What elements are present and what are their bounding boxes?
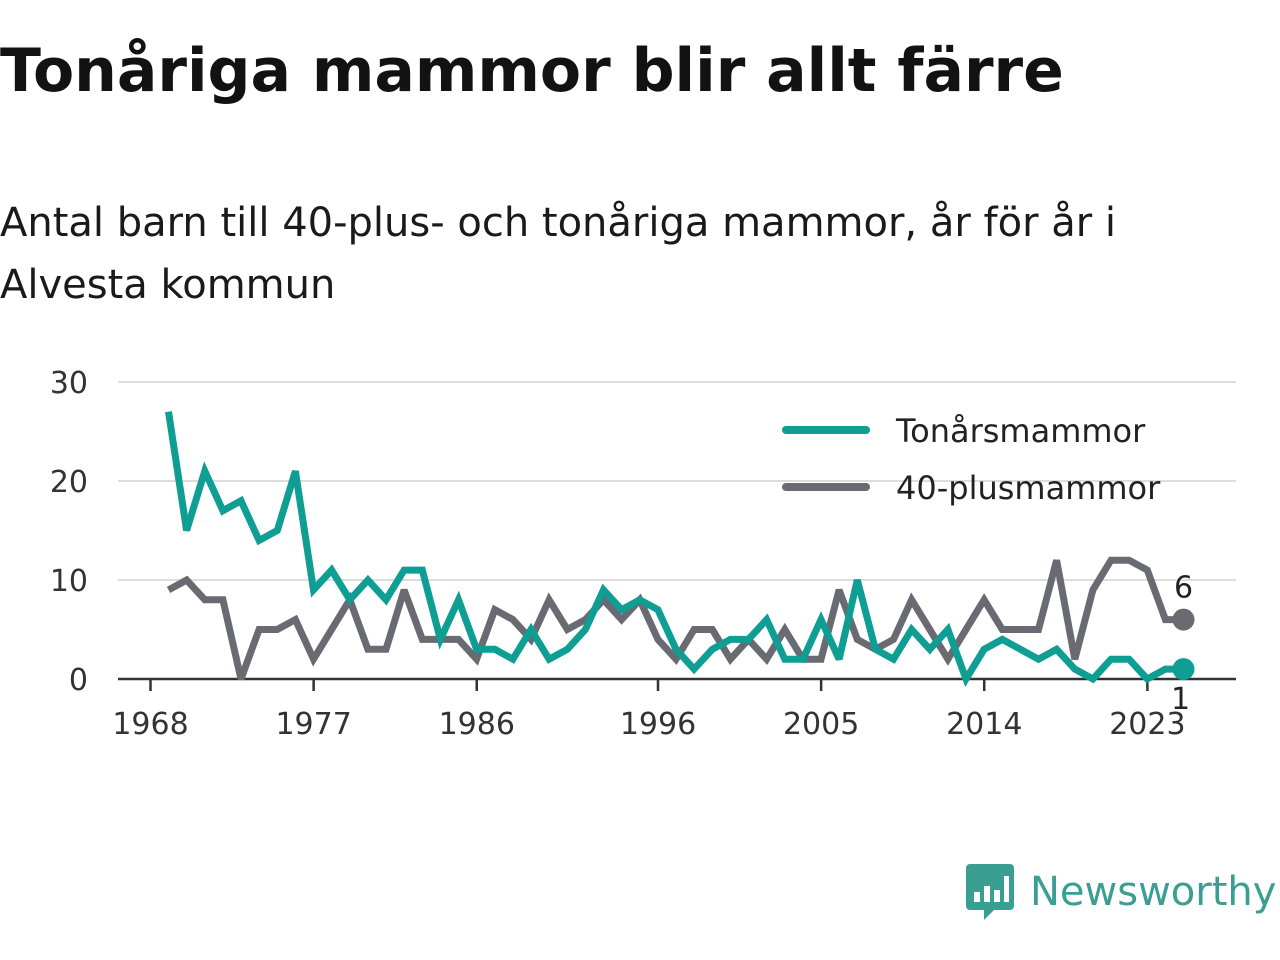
end-label-teen: 1 [1171, 682, 1190, 717]
legend-label-forty: 40-plusmammor [896, 469, 1161, 507]
x-tick-label: 1968 [112, 707, 188, 742]
end-label-forty: 6 [1174, 571, 1193, 606]
x-tick-label: 1986 [439, 707, 515, 742]
x-tick-label: 2023 [1109, 707, 1185, 742]
x-tick-label: 2005 [783, 707, 859, 742]
legend: Tonårsmammor 40-plusmammor [782, 412, 1161, 507]
x-axis-ticks: 1968 1977 1986 1996 2005 2014 2023 [112, 677, 1236, 742]
legend-label-teen: Tonårsmammor [895, 412, 1146, 450]
y-axis-ticks: 0 10 20 30 [50, 366, 88, 698]
y-tick-label: 10 [50, 564, 88, 599]
newsworthy-logo-icon [966, 864, 1014, 920]
y-tick-label: 20 [50, 465, 88, 500]
chart-subtitle: Antal barn till 40-plus- och tonåriga ma… [0, 200, 1117, 308]
chart-title: Tonåriga mammor blir allt färre [0, 36, 1064, 106]
end-marker-teen [1172, 658, 1195, 681]
x-tick-label: 1996 [620, 707, 696, 742]
x-tick-label: 1977 [275, 707, 351, 742]
series-line-teen [165, 411, 1184, 688]
y-tick-label: 30 [50, 366, 88, 401]
series-lines [165, 411, 1184, 688]
x-tick-label: 2014 [946, 707, 1022, 742]
end-marker-forty [1172, 608, 1195, 631]
brand: Newsworthy [964, 862, 1276, 922]
y-tick-label: 0 [69, 663, 88, 698]
end-markers: 61 [1171, 571, 1195, 717]
series-line-forty [166, 556, 1184, 681]
brand-name: Newsworthy [1030, 869, 1277, 915]
